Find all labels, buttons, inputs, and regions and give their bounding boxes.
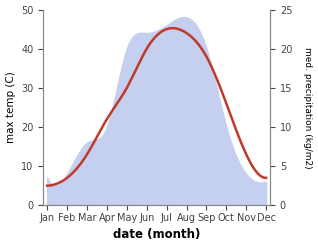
Y-axis label: med. precipitation (kg/m2): med. precipitation (kg/m2) — [303, 47, 313, 168]
Y-axis label: max temp (C): max temp (C) — [5, 72, 16, 143]
X-axis label: date (month): date (month) — [113, 228, 200, 242]
